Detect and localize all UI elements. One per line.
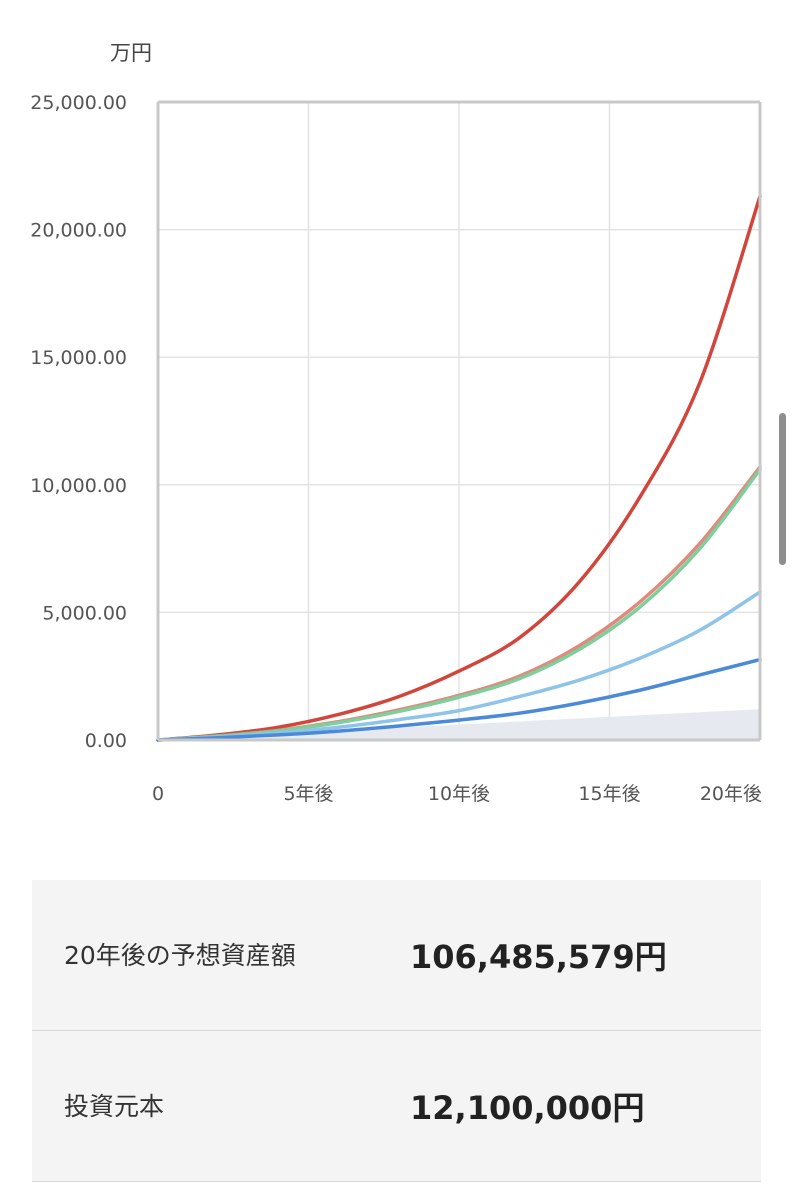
series-line-1 [156,194,762,742]
x-tick-label: 20年後 [700,783,762,805]
x-tick-label: 0 [152,783,164,805]
plot-frame [156,100,762,742]
y-tick-label: 0.00 [85,730,127,752]
series-lines [156,194,762,742]
asset-projection-chart: 万円 0.00 5,000.00 10,000.00 15,000.00 20,000.… [30,41,762,805]
series-line-5 [156,657,762,742]
summary-row-principal: 投資元本 12,100,000円 [32,1031,761,1182]
y-tick-label: 20,000.00 [30,220,127,242]
summary-row-projected: 20年後の予想資産額 106,485,579円 [32,880,761,1031]
gridlines [158,102,760,740]
summary-label: 20年後の予想資産額 [64,941,296,970]
summary-value: 106,485,579円 [410,938,667,976]
summary-table: 20年後の予想資産額 106,485,579円 投資元本 12,100,000円 [32,880,761,1182]
x-tick-label: 15年後 [578,783,640,805]
summary-value: 12,100,000円 [410,1089,645,1127]
summary-label: 投資元本 [64,1092,165,1121]
x-tick-label: 10年後 [428,783,490,805]
x-tick-label: 5年後 [283,783,333,805]
y-tick-label: 5,000.00 [42,602,127,624]
y-axis-unit: 万円 [110,41,152,65]
scrollbar[interactable] [779,413,786,565]
y-axis-ticks: 0.00 5,000.00 10,000.00 15,000.00 20,000.00 2… [30,92,127,752]
y-tick-label: 25,000.00 [30,92,127,114]
y-tick-label: 15,000.00 [30,347,127,369]
x-axis-ticks: 0 5年後 10年後 15年後 20年後 [152,783,762,805]
y-tick-label: 10,000.00 [30,475,127,497]
